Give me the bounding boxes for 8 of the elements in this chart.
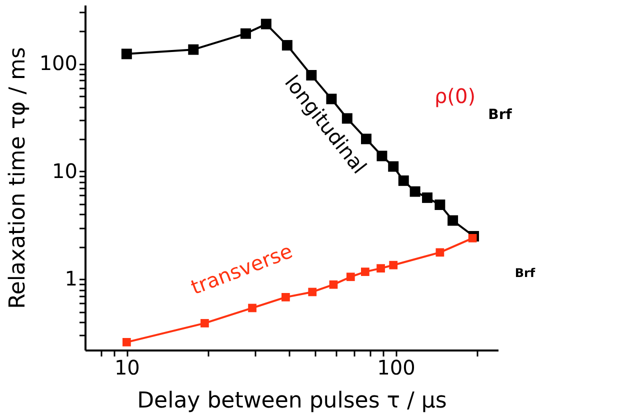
y-tick-label: 10 (52, 158, 78, 183)
x-axis-title: Delay between pulses τ / µs (137, 388, 447, 414)
y-tick-label: 100 (39, 51, 78, 76)
annotation: Brf (488, 107, 513, 123)
text: Brf (514, 266, 536, 280)
y-axis-title: Relaxation time τφ / ms (5, 47, 30, 309)
annotation: ρ(0) (434, 84, 476, 108)
y-tick-label: 1 (64, 266, 78, 291)
